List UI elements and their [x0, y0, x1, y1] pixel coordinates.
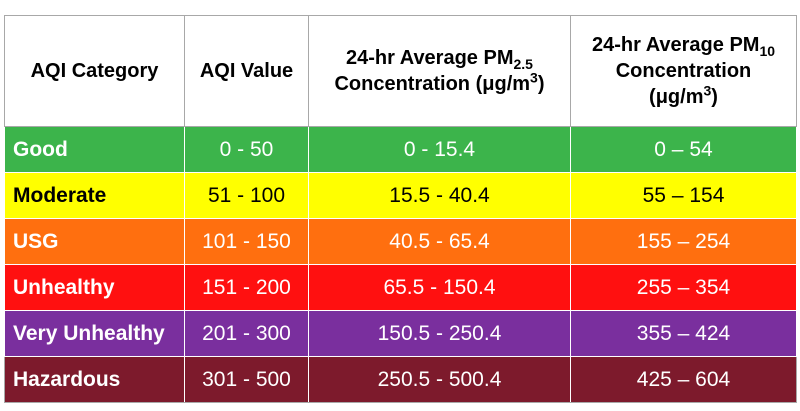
- pm10-header-line2: Concentration: [615, 60, 752, 82]
- table-row: USG 101 - 150 40.5 - 65.4 155 – 254: [4, 218, 797, 265]
- header-aqi-value: AQI Value: [184, 15, 309, 127]
- pm10-cell: 155 – 254: [570, 218, 797, 265]
- pm25-header-prefix: 24-hr Average PM: [346, 47, 514, 69]
- pm25-cell: 250.5 - 500.4: [308, 356, 571, 403]
- pm25-cell: 40.5 - 65.4: [308, 218, 571, 265]
- aqi-category-cell: Very Unhealthy: [4, 310, 185, 357]
- table-row: Moderate 51 - 100 15.5 - 40.4 55 – 154: [4, 172, 797, 219]
- pm25-cell: 0 - 15.4: [308, 126, 571, 173]
- aqi-category-cell: Good: [4, 126, 185, 173]
- pm10-header-close: ): [711, 86, 718, 108]
- pm25-cell: 15.5 - 40.4: [308, 172, 571, 219]
- pm10-cell: 255 – 354: [570, 264, 797, 311]
- pm10-cell: 55 – 154: [570, 172, 797, 219]
- pm10-cell: 0 – 54: [570, 126, 797, 173]
- table-row: Very Unhealthy 201 - 300 150.5 - 250.4 3…: [4, 310, 797, 357]
- aqi-value-cell: 51 - 100: [184, 172, 309, 219]
- aqi-category-cell: Moderate: [4, 172, 185, 219]
- header-pm10-concentration: 24-hr Average PM10 Concentration (μg/m3): [570, 15, 797, 127]
- pm25-header-subscript: 2.5: [513, 56, 533, 72]
- table-row: Good 0 - 50 0 - 15.4 0 – 54: [4, 126, 797, 173]
- pm25-cell: 150.5 - 250.4: [308, 310, 571, 357]
- pm10-cell: 425 – 604: [570, 356, 797, 403]
- aqi-value-cell: 201 - 300: [184, 310, 309, 357]
- pm25-header-close: ): [537, 73, 545, 95]
- pm10-cell: 355 – 424: [570, 310, 797, 357]
- table-row: Unhealthy 151 - 200 65.5 - 150.4 255 – 3…: [4, 264, 797, 311]
- pm10-header-prefix: 24-hr Average PM: [591, 34, 760, 56]
- aqi-value-cell: 0 - 50: [184, 126, 309, 173]
- pm25-cell: 65.5 - 150.4: [308, 264, 571, 311]
- table-row: Hazardous 301 - 500 250.5 - 500.4 425 – …: [4, 356, 797, 403]
- pm25-header-superscript: 3: [530, 69, 538, 86]
- aqi-category-cell: Unhealthy: [4, 264, 185, 311]
- aqi-value-cell: 301 - 500: [184, 356, 309, 403]
- aqi-value-cell: 151 - 200: [184, 264, 309, 311]
- header-aqi-category: AQI Category: [4, 15, 185, 127]
- pm10-header-subscript: 10: [759, 43, 776, 59]
- aqi-table: AQI Category AQI Value 24-hr Average PM2…: [4, 15, 797, 403]
- aqi-category-cell: Hazardous: [4, 356, 185, 403]
- aqi-value-cell: 101 - 150: [184, 218, 309, 265]
- pm10-header-superscript: 3: [703, 82, 712, 99]
- pm25-header-line2: Concentration (μg/m: [334, 73, 531, 95]
- pm10-header-line3: (μg/m: [649, 86, 704, 108]
- header-row: AQI Category AQI Value 24-hr Average PM2…: [4, 15, 797, 127]
- header-pm25-concentration: 24-hr Average PM2.5 Concentration (μg/m3…: [308, 15, 571, 127]
- aqi-category-cell: USG: [4, 218, 185, 265]
